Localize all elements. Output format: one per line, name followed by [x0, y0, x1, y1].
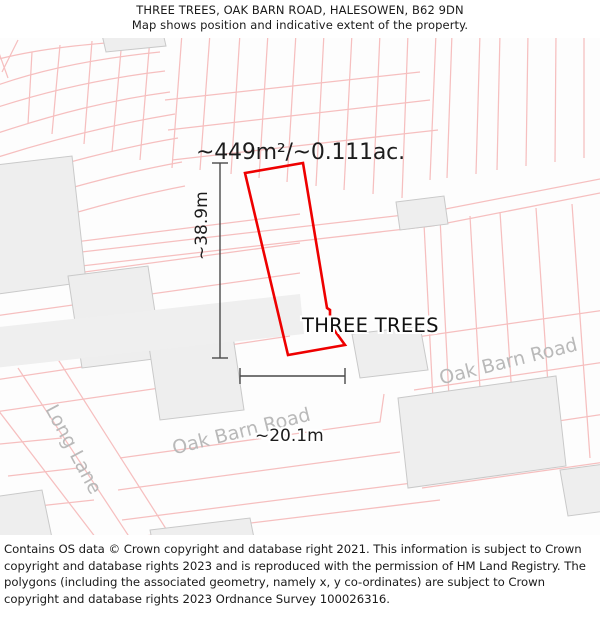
dimension-lines	[212, 162, 346, 384]
property-boundary-polygon[interactable]	[243, 161, 348, 357]
map-header: THREE TREES, OAK BARN ROAD, HALESOWEN, B…	[0, 0, 600, 38]
copyright-notice: Contains OS data © Crown copyright and d…	[4, 542, 586, 606]
map-footer: Contains OS data © Crown copyright and d…	[0, 535, 600, 625]
map-canvas[interactable]: ~449m²/~0.111ac. THREE TREES ~38.9m ~20.…	[0, 38, 600, 535]
page-subtitle: Map shows position and indicative extent…	[131, 18, 469, 32]
page-title: THREE TREES, OAK BARN ROAD, HALESOWEN, B…	[136, 3, 464, 17]
map-vector-layer	[0, 38, 600, 535]
